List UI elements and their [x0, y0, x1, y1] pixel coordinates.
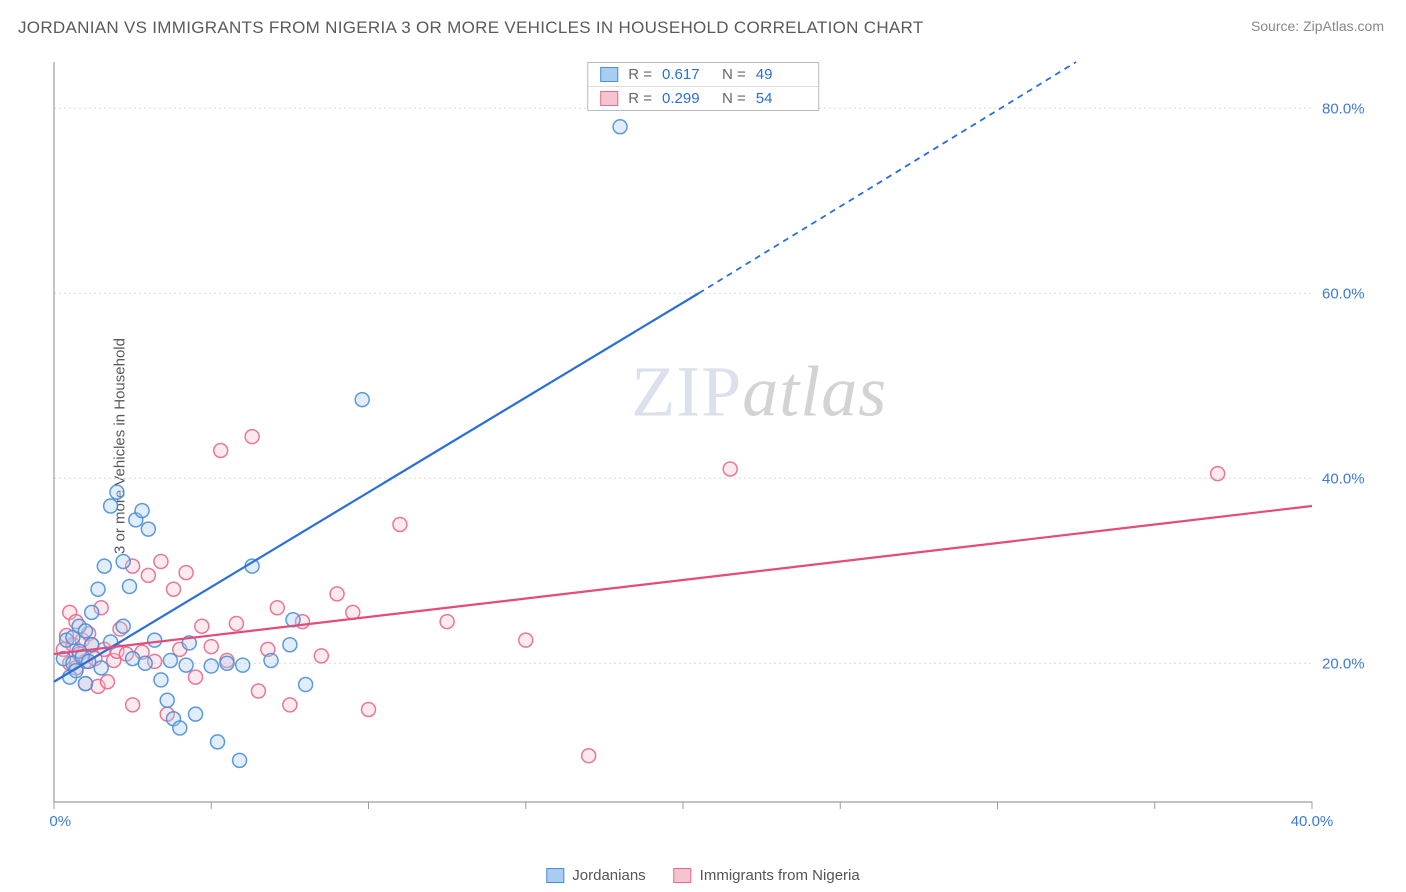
svg-text:40.0%: 40.0% — [1322, 470, 1365, 487]
stats-legend-row: R = 0.299 N = 54 — [588, 87, 818, 110]
legend-item-label: Immigrants from Nigeria — [700, 867, 860, 884]
r-label: R = — [628, 66, 652, 83]
n-label: N = — [722, 66, 746, 83]
swatch-icon — [674, 868, 692, 883]
r-value: 0.299 — [662, 90, 712, 107]
chart-title: JORDANIAN VS IMMIGRANTS FROM NIGERIA 3 O… — [18, 18, 924, 38]
scatter-plot-svg: 20.0% 40.0% 60.0% 80.0% 0.0% 40.0% — [48, 58, 1382, 832]
stats-legend-row: R = 0.617 N = 49 — [588, 63, 818, 87]
swatch-icon — [600, 67, 618, 82]
r-value: 0.617 — [662, 66, 712, 83]
legend-item: Jordanians — [546, 867, 645, 884]
swatch-icon — [600, 91, 618, 106]
source-attribution: Source: ZipAtlas.com — [1251, 18, 1384, 34]
chart-plot-area: 20.0% 40.0% 60.0% 80.0% 0.0% 40.0% — [48, 58, 1382, 832]
r-label: R = — [628, 90, 652, 107]
svg-text:80.0%: 80.0% — [1322, 100, 1365, 117]
svg-text:40.0%: 40.0% — [1291, 813, 1334, 830]
swatch-icon — [546, 868, 564, 883]
svg-text:0.0%: 0.0% — [48, 813, 71, 830]
svg-text:60.0%: 60.0% — [1322, 285, 1365, 302]
legend-item: Immigrants from Nigeria — [674, 867, 860, 884]
n-value: 49 — [756, 66, 806, 83]
svg-text:20.0%: 20.0% — [1322, 655, 1365, 672]
stats-legend: R = 0.617 N = 49 R = 0.299 N = 54 — [587, 62, 819, 111]
series-legend: Jordanians Immigrants from Nigeria — [546, 867, 859, 884]
n-value: 54 — [756, 90, 806, 107]
legend-item-label: Jordanians — [572, 867, 645, 884]
n-label: N = — [722, 90, 746, 107]
